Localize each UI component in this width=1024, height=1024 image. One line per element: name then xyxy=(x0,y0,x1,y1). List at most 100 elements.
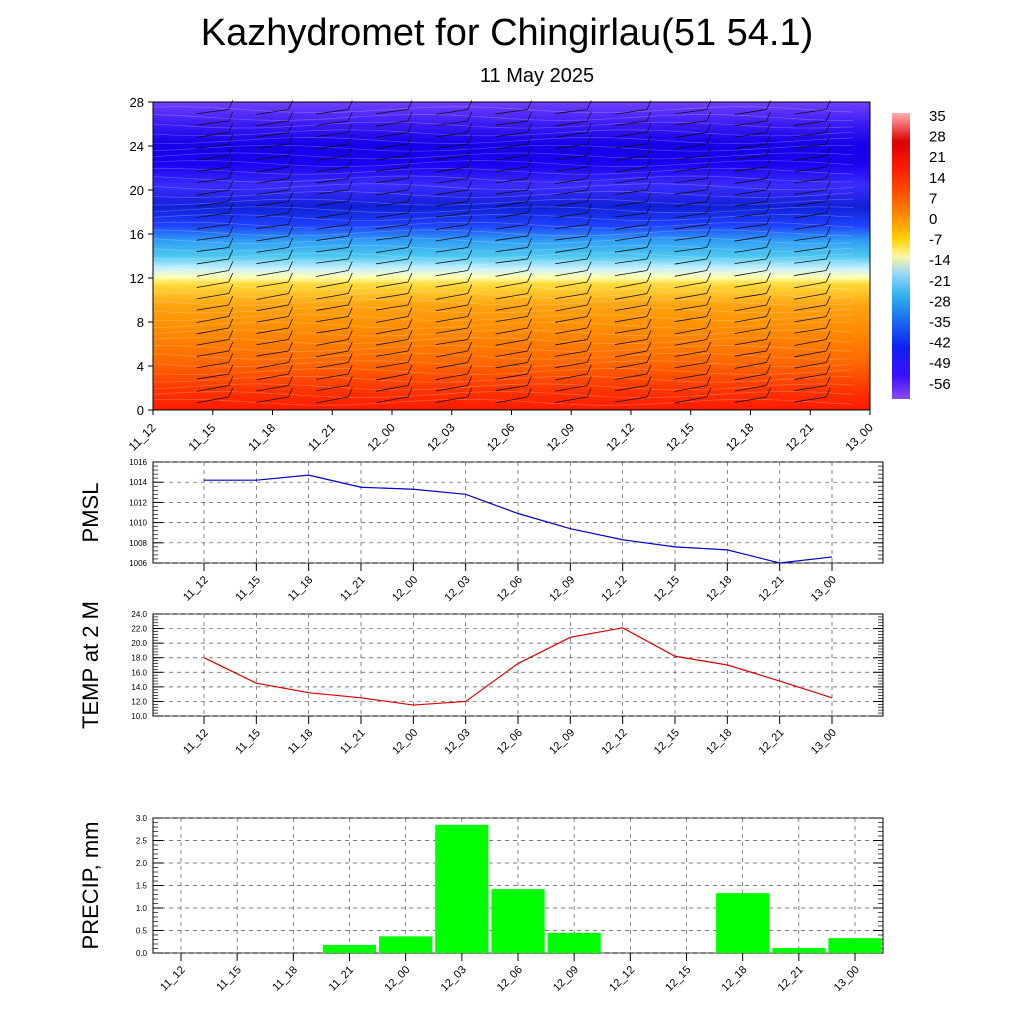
wind-barb xyxy=(196,318,234,335)
wind-barb xyxy=(614,353,652,369)
wind-barb xyxy=(614,146,652,161)
wind-barb xyxy=(794,318,831,334)
wind-barb xyxy=(316,330,353,346)
wind-barb xyxy=(794,387,831,403)
wind-barb xyxy=(435,341,473,358)
wind-barb xyxy=(734,249,771,265)
wind-barb xyxy=(674,318,712,335)
wind-barb xyxy=(495,215,532,230)
wind-barb xyxy=(196,330,234,346)
colorbar-label: 21 xyxy=(929,149,946,166)
wind-barb xyxy=(316,261,353,277)
colorbar-label: -21 xyxy=(929,273,951,290)
wind-barb xyxy=(614,318,652,334)
contour-line xyxy=(152,152,854,160)
wind-barb xyxy=(256,284,293,300)
wind-barb xyxy=(196,341,234,357)
temp-xtick-label: 11_12 xyxy=(181,727,211,757)
contour-line xyxy=(152,345,854,352)
wind-barb xyxy=(614,249,652,264)
wind-barb xyxy=(674,203,712,219)
wind-barb xyxy=(435,134,473,149)
wind-barb xyxy=(316,180,353,195)
wind-barb xyxy=(614,169,652,184)
wind-barb xyxy=(435,376,473,392)
wind-barb xyxy=(794,192,831,207)
colorbar xyxy=(892,113,910,399)
pmsl-xtick-label: 12_21 xyxy=(756,574,786,604)
wind-barb xyxy=(734,261,771,277)
wind-barb xyxy=(674,146,712,161)
wind-barb xyxy=(495,261,532,277)
heatmap-xtick-label: 11_18 xyxy=(245,421,278,454)
precip-bar xyxy=(322,944,377,953)
wind-barb xyxy=(375,318,413,335)
wind-barb xyxy=(555,272,592,288)
contour-line xyxy=(152,191,854,198)
wind-barb xyxy=(614,215,652,230)
heatmap-ytick-label: 20 xyxy=(130,183,144,198)
precip-xtick-label: 12_09 xyxy=(551,964,581,994)
wind-barb xyxy=(196,169,234,184)
wind-barb xyxy=(794,261,831,276)
wind-barb xyxy=(674,238,712,253)
wind-barb xyxy=(794,157,831,173)
pmsl-ytick-label: 1006 xyxy=(129,559,147,568)
wind-barb xyxy=(734,192,771,207)
contour-line xyxy=(152,175,854,183)
heatmap-ytick-label: 12 xyxy=(130,271,144,286)
heatmap-xtick-label: 11_21 xyxy=(305,421,338,454)
colorbar-label: -14 xyxy=(929,252,951,269)
temp-xtick-label: 12_03 xyxy=(442,727,472,757)
wind-barb xyxy=(794,364,831,380)
wind-barb xyxy=(734,295,771,312)
wind-barb xyxy=(435,284,473,300)
wind-barb xyxy=(256,169,293,184)
precip-ytick-label: 0.0 xyxy=(136,949,148,958)
heatmap-xtick-label: 12_18 xyxy=(723,420,757,454)
wind-barb xyxy=(316,353,353,369)
wind-barb xyxy=(734,318,771,334)
wind-barb xyxy=(256,134,293,149)
wind-barb xyxy=(435,318,473,334)
contour-line xyxy=(152,360,854,368)
colorbar-label: -28 xyxy=(929,293,951,310)
wind-barb xyxy=(316,146,353,161)
wind-barb xyxy=(495,226,532,241)
wind-barb xyxy=(256,192,293,207)
wind-barb xyxy=(495,284,532,300)
wind-barb xyxy=(794,203,831,219)
wind-barb xyxy=(794,238,831,253)
wind-barb xyxy=(435,169,473,184)
wind-barb xyxy=(555,284,592,300)
wind-barb xyxy=(256,330,293,346)
wind-barb xyxy=(435,146,473,160)
wind-barb xyxy=(734,157,771,172)
precip-xtick-label: 11_18 xyxy=(270,964,300,994)
wind-barb xyxy=(435,364,473,381)
pmsl-ytick-label: 1014 xyxy=(129,478,147,487)
contour-line xyxy=(152,206,854,214)
wind-barb xyxy=(614,203,652,218)
wind-barb xyxy=(435,215,473,230)
wind-barb xyxy=(316,169,353,184)
contour-line xyxy=(152,160,854,167)
contour-line xyxy=(152,275,854,283)
wind-barb xyxy=(495,192,532,207)
heatmap-xtick-label: 12_12 xyxy=(603,420,637,454)
wind-barb xyxy=(375,123,413,138)
wind-barb xyxy=(794,111,831,126)
wind-barb xyxy=(614,111,652,126)
precip-bar xyxy=(828,938,882,953)
contour-line xyxy=(152,306,854,314)
wind-barb xyxy=(196,180,234,196)
pmsl-ylabel: PMSL xyxy=(78,483,103,543)
wind-barb xyxy=(734,353,771,369)
wind-barb xyxy=(674,341,712,357)
wind-barb xyxy=(555,146,592,161)
wind-barb xyxy=(614,284,652,300)
pmsl-xtick-label: 12_09 xyxy=(547,574,577,604)
contour-line xyxy=(152,368,854,375)
pmsl-ytick-label: 1010 xyxy=(129,519,147,528)
wind-barb xyxy=(256,146,293,161)
